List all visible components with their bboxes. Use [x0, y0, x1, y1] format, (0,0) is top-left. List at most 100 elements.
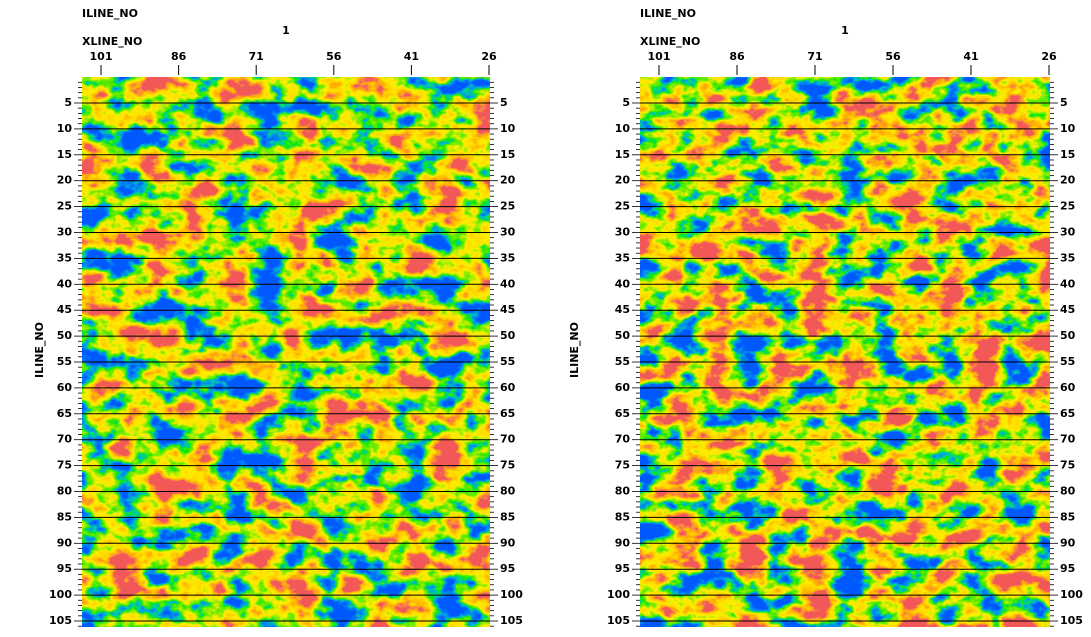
y-tick-label: 70 [57, 433, 73, 446]
y-tick-label: 30 [500, 226, 516, 239]
y-tick-label: 80 [615, 485, 631, 498]
y-tick-label: 50 [1060, 329, 1076, 342]
y-tick-label: 5 [64, 96, 72, 109]
y-tick-label: 30 [615, 226, 631, 239]
y-tick-label: 85 [57, 510, 72, 523]
y-tick-label: 85 [1060, 510, 1075, 523]
y-tick-label: 65 [57, 407, 72, 420]
y-tick-label: 100 [500, 588, 523, 601]
y-tick-label: 75 [615, 459, 630, 472]
x-tick-label: 86 [171, 50, 187, 63]
y-tick-label: 25 [615, 200, 630, 213]
y-tick-label: 100 [607, 588, 630, 601]
y-tick-label: 95 [615, 562, 630, 575]
y-tick-label: 70 [615, 433, 631, 446]
y-tick-label: 5 [1060, 96, 1068, 109]
y-tick-label: 105 [49, 614, 72, 627]
y-tick-label: 95 [57, 562, 72, 575]
y-tick-label: 15 [1060, 148, 1075, 161]
y-tick-label: 25 [500, 200, 515, 213]
y-tick-label: 30 [57, 226, 73, 239]
y-tick-label: 85 [500, 510, 515, 523]
y-tick-label: 10 [1060, 122, 1076, 135]
iline-label: ILINE_NO [82, 7, 138, 20]
y-tick-label: 100 [1060, 588, 1083, 601]
y-tick-label: 90 [1060, 536, 1076, 549]
y-tick-label: 55 [615, 355, 630, 368]
y-tick-label: 15 [57, 148, 72, 161]
iline-value: 1 [282, 24, 290, 37]
amplitude-map [82, 77, 490, 627]
x-tick-label: 26 [1041, 50, 1057, 63]
y-tick-label: 75 [1060, 459, 1075, 472]
y-tick-label: 55 [1060, 355, 1075, 368]
y-tick-label: 75 [57, 459, 72, 472]
y-tick-label: 105 [607, 614, 630, 627]
y-tick-label: 15 [615, 148, 630, 161]
y-tick-label: 80 [1060, 485, 1076, 498]
x-tick-label: 71 [807, 50, 822, 63]
y-tick-label: 70 [500, 433, 516, 446]
iline-label: ILINE_NO [640, 7, 696, 20]
x-tick-label: 26 [481, 50, 497, 63]
xline-label: XLINE_NO [82, 35, 142, 48]
y-tick-label: 55 [57, 355, 72, 368]
y-tick-label: 45 [57, 303, 72, 316]
y-tick-label: 10 [615, 122, 631, 135]
y-tick-label: 20 [1060, 174, 1076, 187]
y-tick-label: 90 [57, 536, 73, 549]
y-tick-label: 20 [57, 174, 73, 187]
xline-label: XLINE_NO [640, 35, 700, 48]
y-tick-label: 60 [500, 381, 516, 394]
y-tick-label: 20 [500, 174, 516, 187]
x-tick-label: 41 [963, 50, 978, 63]
y-axis-label: ILINE_NO [33, 322, 46, 378]
y-tick-label: 55 [500, 355, 515, 368]
y-tick-label: 10 [500, 122, 516, 135]
x-tick-label: 101 [90, 50, 113, 63]
y-tick-label: 100 [49, 588, 72, 601]
y-tick-label: 85 [615, 510, 630, 523]
y-tick-label: 90 [615, 536, 631, 549]
y-tick-label: 35 [615, 251, 630, 264]
iline-value: 1 [841, 24, 849, 37]
x-tick-label: 101 [648, 50, 671, 63]
y-tick-label: 95 [1060, 562, 1075, 575]
y-tick-label: 5 [500, 96, 508, 109]
y-tick-label: 75 [500, 459, 515, 472]
y-tick-label: 90 [500, 536, 516, 549]
y-tick-label: 80 [500, 485, 516, 498]
y-tick-label: 45 [1060, 303, 1075, 316]
y-tick-label: 65 [500, 407, 515, 420]
y-tick-label: 40 [500, 277, 516, 290]
y-tick-label: 40 [1060, 277, 1076, 290]
y-tick-label: 40 [57, 277, 73, 290]
y-tick-label: 60 [1060, 381, 1076, 394]
y-tick-label: 70 [1060, 433, 1076, 446]
y-tick-label: 50 [615, 329, 631, 342]
y-tick-label: 20 [615, 174, 631, 187]
y-tick-label: 25 [57, 200, 72, 213]
y-tick-label: 45 [500, 303, 515, 316]
x-tick-label: 41 [404, 50, 419, 63]
x-tick-label: 56 [885, 50, 901, 63]
y-tick-label: 45 [615, 303, 630, 316]
y-tick-label: 105 [500, 614, 523, 627]
y-tick-label: 65 [615, 407, 630, 420]
y-tick-label: 15 [500, 148, 515, 161]
y-tick-label: 5 [622, 96, 630, 109]
y-tick-label: 95 [500, 562, 515, 575]
x-tick-label: 86 [729, 50, 745, 63]
y-tick-label: 60 [57, 381, 73, 394]
y-tick-label: 65 [1060, 407, 1075, 420]
y-tick-label: 35 [500, 251, 515, 264]
y-tick-label: 25 [1060, 200, 1075, 213]
y-tick-label: 80 [57, 485, 73, 498]
amplitude-map [640, 77, 1050, 627]
y-tick-label: 105 [1060, 614, 1083, 627]
y-tick-label: 40 [615, 277, 631, 290]
y-tick-label: 30 [1060, 226, 1076, 239]
